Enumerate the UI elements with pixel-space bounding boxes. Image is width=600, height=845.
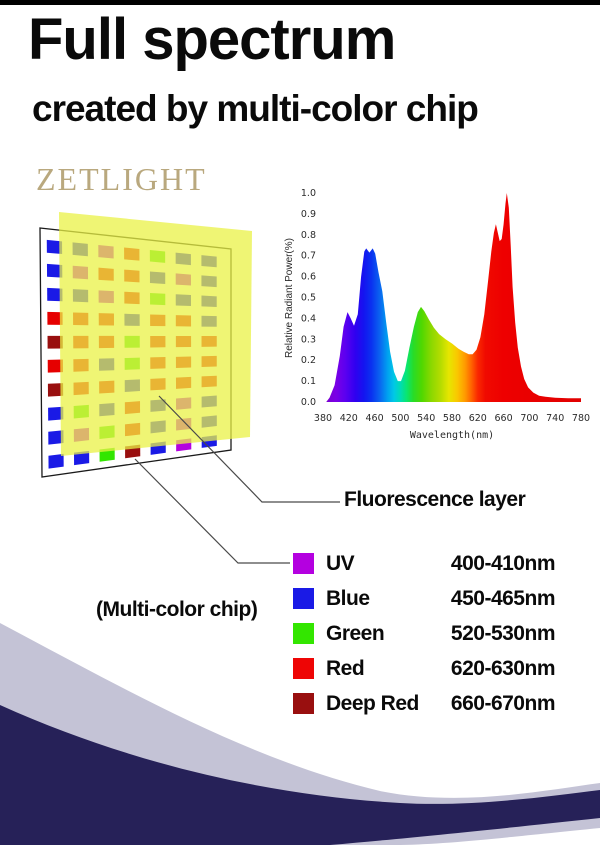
legend-swatch-uv	[293, 553, 314, 574]
fluorescence-layer-overlay	[59, 212, 252, 456]
led-color-legend: UV 400-410nm Blue 450-465nm Green 520-530nm Re…	[293, 546, 556, 721]
legend-range-deep-red: 660-670nm	[450, 691, 556, 715]
legend-range-uv: 400-410nm	[450, 551, 556, 575]
chip-pointer-line	[134, 458, 290, 564]
chip-led-8-0	[48, 430, 64, 445]
legend-row-green: Green 520-530nm	[293, 616, 556, 651]
chip-led-6-0	[47, 383, 64, 397]
spectrum-area	[326, 193, 581, 402]
x-tick-580: 580	[443, 413, 461, 424]
y-tick-0.8: 0.8	[301, 230, 316, 241]
page-subtitle: created by multi-color chip	[32, 88, 479, 129]
zetlight-logo: ZETLIGHT	[36, 161, 207, 197]
y-tick-0.1: 0.1	[301, 376, 316, 387]
x-tick-740: 740	[546, 413, 564, 424]
y-tick-1.0: 1.0	[301, 188, 316, 199]
top-black-bar	[0, 0, 600, 5]
chip-led-1-0	[46, 263, 63, 278]
y-tick-0.3: 0.3	[301, 334, 316, 345]
x-axis-label: Wavelength(nm)	[410, 430, 494, 441]
legend-swatch-green	[293, 623, 314, 644]
multicolor-chip-diagram	[39, 212, 340, 564]
y-tick-0.5: 0.5	[301, 293, 316, 304]
chip-led-4-0	[47, 335, 63, 349]
x-tick-540: 540	[417, 413, 435, 424]
multicolor-chip-label: (Multi-color chip)	[96, 598, 258, 621]
y-tick-0.4: 0.4	[301, 313, 316, 324]
legend-row-blue: Blue 450-465nm	[293, 581, 556, 616]
fluorescence-layer-label: Fluorescence layer	[344, 488, 526, 511]
chip-led-9-0	[48, 453, 64, 469]
legend-range-red: 620-630nm	[450, 656, 556, 680]
legend-name-red: Red	[326, 656, 365, 680]
legend-name-uv: UV	[326, 551, 355, 575]
y-axis-label: Relative Radiant Power(%)	[284, 238, 295, 358]
fluorescence-pointer-line	[158, 395, 340, 503]
chip-led-0-0	[46, 239, 63, 255]
legend-swatch-red	[293, 658, 314, 679]
legend-range-green: 520-530nm	[450, 621, 556, 645]
wave-navy	[0, 705, 600, 845]
legend-name-blue: Blue	[326, 586, 370, 610]
spectrum-chart: 1.0 0.9 0.8 0.7 0.6 0.5 0.4 0.3 0.2 0.1 0.0 380 420 4…	[284, 188, 590, 441]
legend-name-deep-red: Deep Red	[326, 691, 419, 715]
x-tick-380: 380	[314, 413, 332, 424]
x-tick-500: 500	[391, 413, 409, 424]
y-tick-0.6: 0.6	[301, 272, 316, 283]
x-tick-700: 700	[520, 413, 538, 424]
y-tick-0.2: 0.2	[301, 355, 316, 366]
y-tick-0.0: 0.0	[301, 397, 316, 408]
legend-row-uv: UV 400-410nm	[293, 546, 556, 581]
chip-led-5-0	[47, 359, 63, 373]
x-tick-620: 620	[469, 413, 487, 424]
legend-range-blue: 450-465nm	[450, 586, 556, 610]
chip-led-9-1	[73, 450, 90, 466]
legend-name-green: Green	[326, 621, 385, 645]
chip-led-3-0	[47, 311, 63, 325]
legend-swatch-blue	[293, 588, 314, 609]
x-tick-660: 660	[495, 413, 513, 424]
chip-led-2-0	[47, 287, 63, 302]
x-tick-420: 420	[340, 413, 358, 424]
page-title: Full spectrum	[28, 7, 396, 72]
y-tick-0.7: 0.7	[301, 251, 316, 262]
bottom-wave-decoration	[0, 623, 600, 845]
legend-row-deep-red: Deep Red 660-670nm	[293, 686, 556, 721]
y-tick-0.9: 0.9	[301, 209, 316, 220]
chip-led-7-0	[48, 406, 64, 421]
legend-swatch-deep-red	[293, 693, 314, 714]
legend-row-red: Red 620-630nm	[293, 651, 556, 686]
x-tick-460: 460	[366, 413, 384, 424]
x-tick-780: 780	[572, 413, 590, 424]
